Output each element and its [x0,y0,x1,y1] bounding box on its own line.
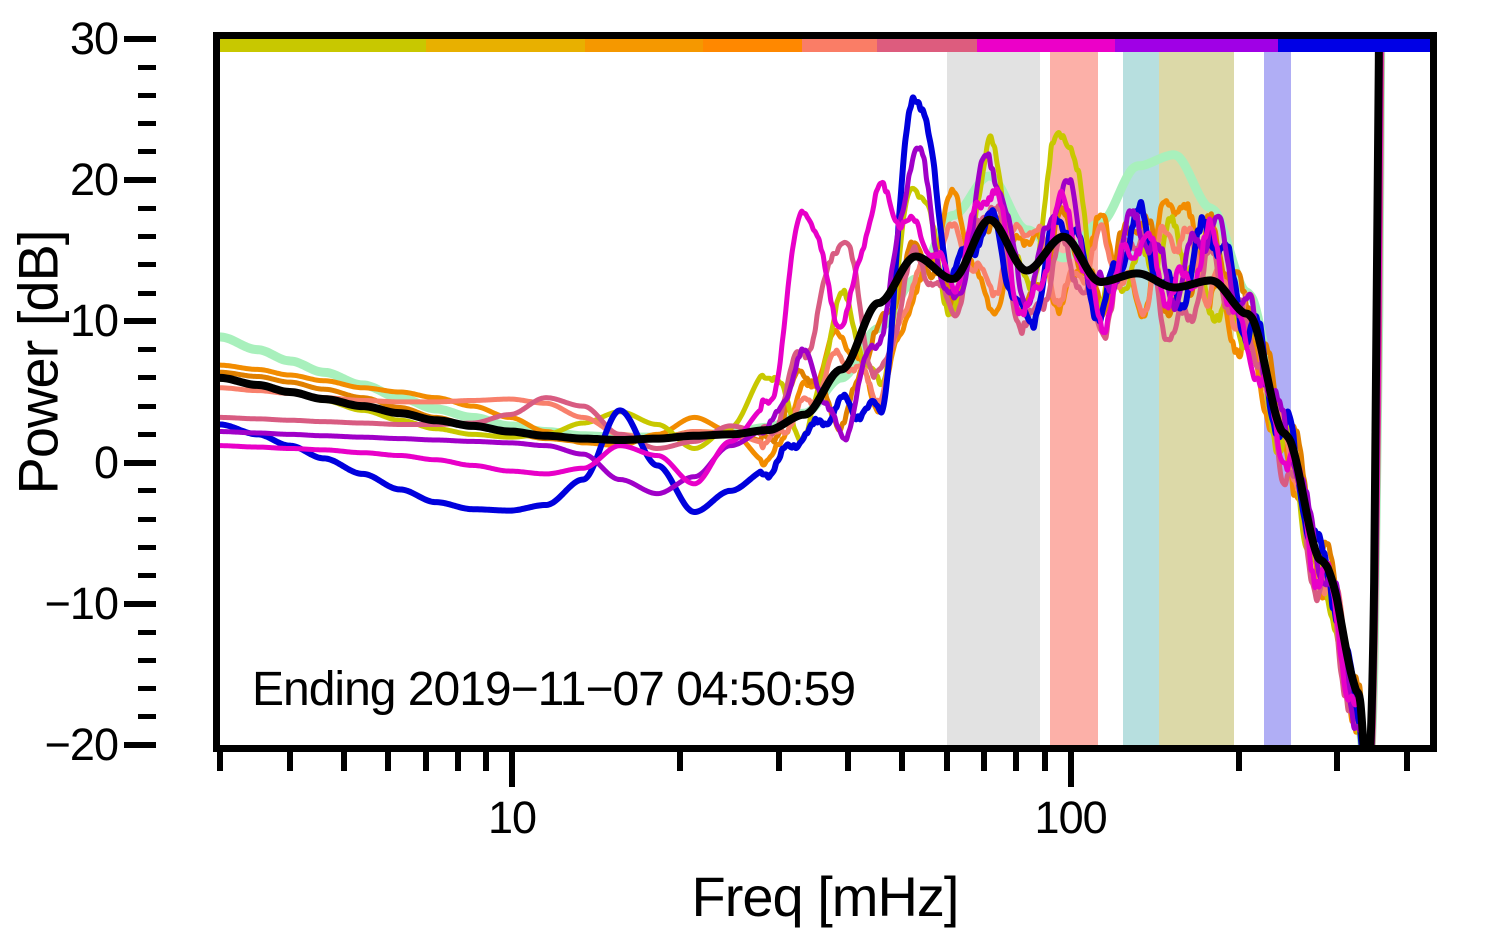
x-tick-minor [981,752,988,771]
y-tick-major [124,318,156,325]
y-tick-minor [138,64,156,70]
colorbar-segment-8 [1277,39,1430,52]
colorbar-segment-0 [220,39,426,52]
y-tick-minor [138,403,156,409]
spectra-curves [220,39,1386,745]
y-tick-major [124,36,156,42]
colorbar-segment-4 [801,39,877,52]
band-khaki [1159,52,1234,745]
colorbar [220,39,1430,52]
y-tick-minor [138,92,156,98]
curve-blue [220,39,1383,745]
x-tick-minor [454,752,461,771]
x-tick-minor [1235,752,1242,771]
y-tick-label: −20 [44,719,119,770]
y-tick-minor [138,629,156,635]
y-tick-major [124,600,156,607]
mean-smoothed [220,39,1383,745]
y-axis-label: Power [dB] [6,230,70,495]
curve-magenta [220,39,1384,745]
colorbar-segment-6 [977,39,1115,52]
plot-area: Ending 2019−11−07 04:50:59 [213,32,1437,752]
x-tick-minor [217,752,223,771]
colorbar-segment-1 [425,39,585,52]
y-tick-minor [138,149,156,155]
y-tick-major [124,177,156,184]
colorbar-segment-2 [584,39,704,52]
y-tick-minor [138,262,156,268]
colorbar-segment-3 [703,39,802,52]
x-tick-label: 10 [488,792,537,843]
y-tick-major [124,459,156,466]
y-tick-label: −10 [44,577,119,629]
y-tick-minor [138,347,156,353]
x-tick-minor [385,752,392,771]
y-tick-minor [138,488,156,494]
x-tick-major [509,752,516,787]
x-tick-minor [1334,752,1341,771]
y-tick-label: 20 [69,154,119,206]
y-tick-minor [138,573,156,579]
x-tick-label: 100 [1034,792,1108,843]
y-tick-minor [138,431,156,437]
x-tick-major [1067,752,1074,787]
x-tick-minor [943,752,950,771]
x-tick-minor [286,752,293,771]
y-tick-minor [138,121,156,127]
colorbar-segment-5 [876,39,978,52]
y-tick-minor [138,205,156,211]
y-tick-minor [138,234,156,240]
y-tick-minor [138,290,156,296]
y-tick-minor [138,657,156,663]
x-tick-minor [1403,752,1410,771]
y-tick-label: 10 [69,295,119,347]
y-tick-major [124,742,156,748]
x-axis: 10 100 Freq [mHz] [213,752,1437,952]
y-tick-minor [138,714,156,720]
y-tick-minor [138,516,156,522]
annotation-text: Ending 2019−11−07 04:50:59 [252,663,856,716]
y-tick-label: 30 [69,13,119,64]
y-tick-minor [138,375,156,381]
y-tick-minor [138,544,156,550]
y-tick-minor [138,686,156,692]
x-tick-minor [677,752,684,771]
curve-lightgreen [220,39,1386,745]
x-tick-minor [1013,752,1020,771]
y-axis: Power [dB] 30 20 10 0 −10 −20 [0,0,213,784]
y-tick-label: 0 [93,436,119,488]
x-tick-minor [845,752,852,771]
x-tick-minor [422,752,429,771]
x-tick-minor [340,752,347,771]
colorbar-segment-7 [1114,39,1278,52]
x-tick-minor [899,752,906,771]
x-tick-minor [483,752,490,771]
x-axis-label: Freq [mHz] [691,865,960,928]
x-tick-minor [775,752,782,771]
x-tick-minor [1042,752,1049,771]
plot-inner: Ending 2019−11−07 04:50:59 [220,39,1430,745]
